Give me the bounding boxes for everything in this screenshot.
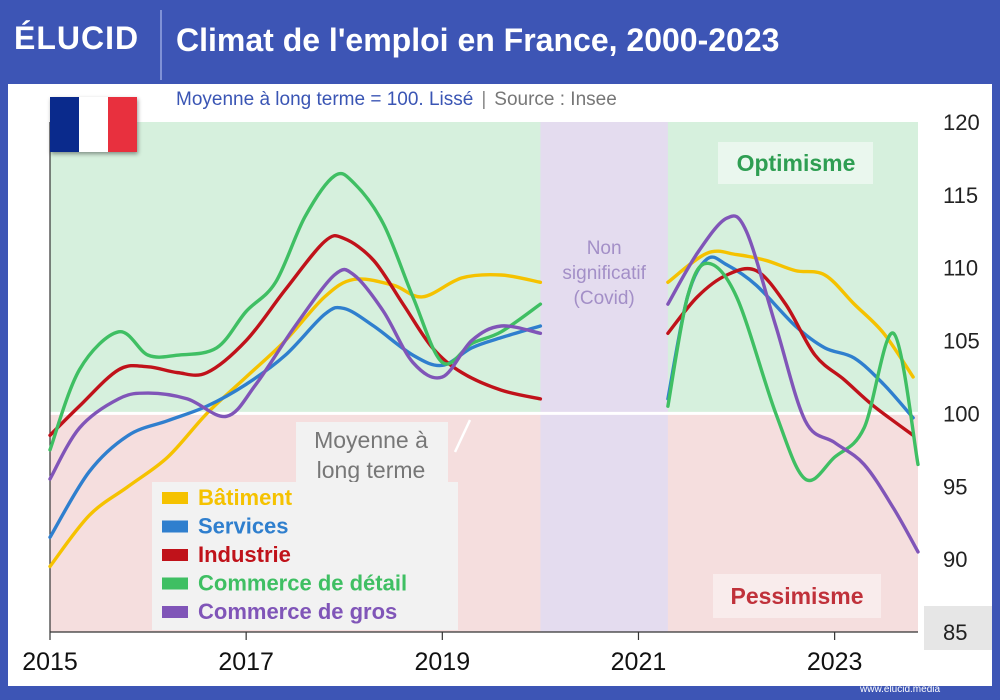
flag-red-stripe	[108, 97, 137, 152]
covid-band	[540, 122, 668, 632]
baseline-annotation: long terme	[317, 457, 426, 483]
flag-blue-stripe	[50, 97, 79, 152]
series-line-commerce-de-detail	[48, 171, 543, 452]
y-tick-label: 105	[943, 329, 980, 354]
covid-annotation: (Covid)	[574, 288, 635, 309]
source-text: Source : Insee	[494, 89, 617, 110]
y-tick-label: 85	[943, 620, 967, 645]
chart-subtitle: Moyenne à long terme = 100. Lissé | Source…	[176, 89, 617, 111]
legend-swatch	[162, 577, 188, 590]
legend-swatch	[162, 520, 188, 533]
y-tick-label-bg	[924, 606, 992, 650]
optimism-label-bg	[718, 142, 873, 184]
legend-label: Industrie	[198, 542, 291, 567]
chart-title: Climat de l'emploi en France, 2000-2023	[176, 22, 780, 58]
subtitle-text: Moyenne à long terme = 100. Lissé	[176, 89, 474, 110]
y-tick-label: 95	[943, 474, 967, 499]
france-flag-icon	[50, 97, 137, 152]
header: ÉLUCID Climat de l'emploi en France, 200…	[0, 0, 1000, 84]
baseline-leader-line	[453, 419, 472, 453]
y-tick-label: 100	[943, 401, 980, 426]
covid-annotation: significatif	[562, 263, 646, 284]
footer-url[interactable]: www.elucid.media	[860, 684, 941, 695]
y-tick-label: 115	[943, 183, 978, 208]
x-tick-label: 2019	[415, 648, 471, 676]
legend-label: Services	[198, 514, 289, 539]
series-line-industrie	[666, 266, 915, 437]
x-tick-label: 2017	[218, 648, 274, 676]
legend-label: Bâtiment	[198, 485, 293, 510]
y-tick-label: 120	[943, 110, 980, 135]
series-line-commerce-de-gros	[666, 214, 920, 554]
baseline-label-bg	[296, 422, 448, 488]
legend-label: Commerce de gros	[198, 599, 397, 624]
series-line-batiment	[666, 249, 915, 379]
baseline-annotation: Moyenne à	[314, 427, 428, 453]
optimism-label: Optimisme	[737, 150, 856, 176]
elucid-logo[interactable]: ÉLUCID	[14, 20, 140, 56]
y-tick-label: 90	[943, 547, 967, 572]
y-tick-label: 110	[943, 256, 978, 281]
series-line-batiment	[48, 272, 543, 569]
covid-annotation: Non	[587, 238, 622, 259]
series-line-commerce-de-gros	[48, 267, 543, 481]
pessimism-label: Pessimisme	[731, 583, 864, 609]
header-divider	[160, 10, 162, 80]
legend-swatch	[162, 492, 188, 504]
legend-box	[152, 482, 458, 630]
legend-swatch	[162, 606, 188, 618]
x-tick-label: 2023	[807, 648, 863, 676]
series-line-industrie	[48, 233, 543, 437]
legend-label: Commerce de détail	[198, 571, 407, 596]
series-line-commerce-de-detail	[666, 261, 920, 483]
flag-white-stripe	[79, 97, 108, 152]
pessimism-label-bg	[713, 574, 881, 618]
subtitle-separator: |	[481, 89, 487, 110]
legend-swatch	[162, 549, 188, 561]
x-tick-label: 2021	[611, 648, 667, 676]
x-tick-label: 2015	[22, 648, 78, 676]
